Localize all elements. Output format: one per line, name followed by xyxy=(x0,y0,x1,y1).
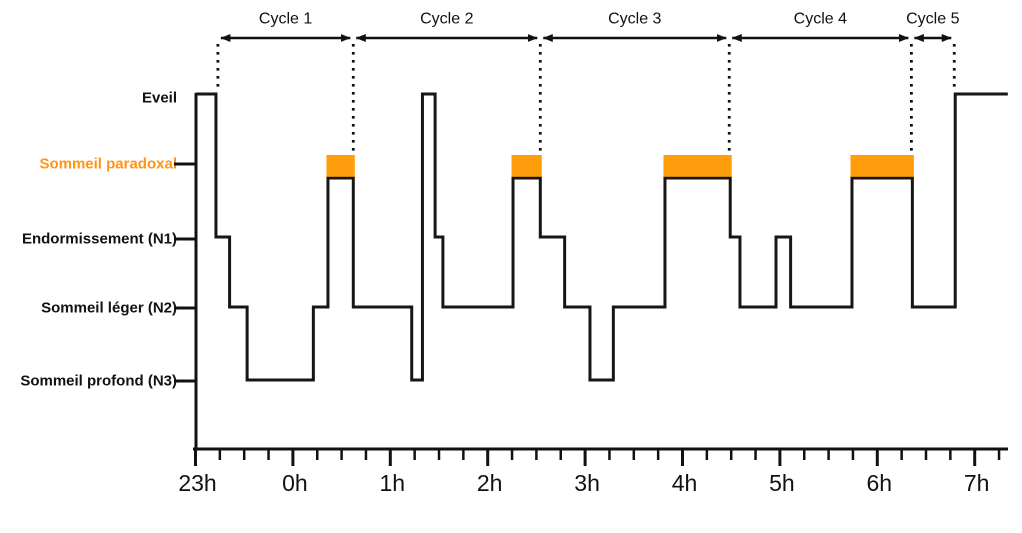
x-axis-label-4h: 4h xyxy=(672,470,698,496)
stage-label-rem: Sommeil paradoxal xyxy=(39,156,177,173)
rem-period-bar xyxy=(511,155,542,177)
x-axis-label-0h: 0h xyxy=(282,470,308,496)
cycle-label-1: Cycle 1 xyxy=(259,11,312,28)
sleep-stage-step-line xyxy=(195,92,1008,382)
cycle-label-2: Cycle 2 xyxy=(420,11,473,28)
x-axis-label-2h: 2h xyxy=(477,470,503,496)
stage-label-n3: Sommeil profond (N3) xyxy=(20,373,177,390)
stage-label-n1: Endormissement (N1) xyxy=(22,231,177,248)
cycle-label-5: Cycle 5 xyxy=(906,11,959,28)
x-axis-label-6h: 6h xyxy=(867,470,893,496)
cycle-label-3: Cycle 3 xyxy=(608,11,661,28)
x-axis-label-3h: 3h xyxy=(574,470,600,496)
cycle-label-4: Cycle 4 xyxy=(794,11,847,28)
stage-label-eveil: Eveil xyxy=(142,90,177,107)
rem-period-bar xyxy=(850,155,914,177)
rem-period-bar xyxy=(326,155,355,177)
x-axis-label-5h: 5h xyxy=(769,470,795,496)
rem-period-bar xyxy=(663,155,732,177)
stage-label-n2: Sommeil léger (N2) xyxy=(41,300,177,317)
x-axis-label-23h: 23h xyxy=(178,470,216,496)
x-axis-label-7h: 7h xyxy=(964,470,990,496)
x-axis-label-1h: 1h xyxy=(380,470,406,496)
